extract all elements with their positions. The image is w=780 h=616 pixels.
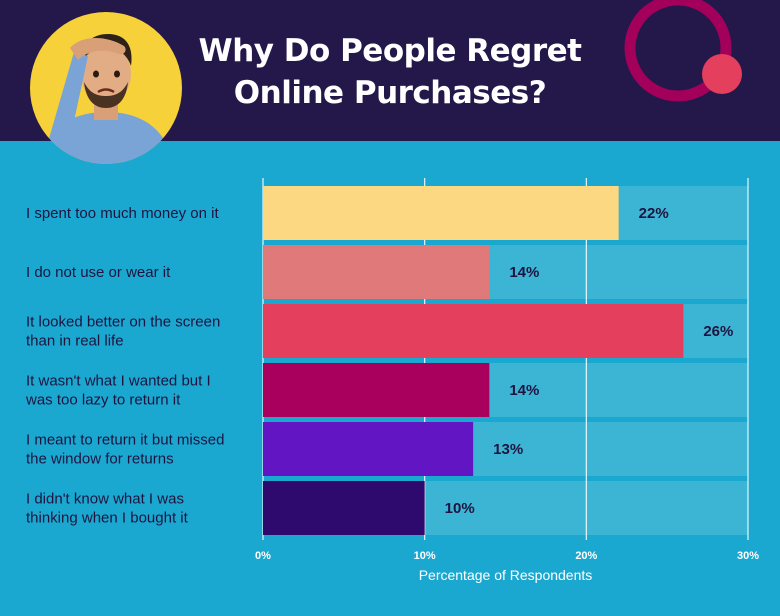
category-label: thinking when I bought it bbox=[26, 510, 189, 527]
x-tick-label: 10% bbox=[414, 550, 436, 562]
category-label: I spent too much money on it bbox=[26, 205, 219, 222]
bar-value-label: 22% bbox=[639, 205, 669, 222]
category-label: It looked better on the screen bbox=[26, 314, 220, 331]
ring-and-dot-decoration-icon bbox=[600, 0, 760, 130]
category-label: I meant to return it but missed bbox=[26, 432, 224, 449]
bar bbox=[263, 245, 490, 299]
x-tick-label: 0% bbox=[255, 550, 271, 562]
bar bbox=[263, 481, 425, 535]
category-label: It wasn't what I wanted but I bbox=[26, 373, 211, 390]
bar bbox=[263, 186, 619, 240]
bar bbox=[263, 363, 490, 417]
bar-value-label: 14% bbox=[509, 382, 539, 399]
page-title: Why Do People Regret Online Purchases? bbox=[150, 30, 630, 114]
category-label: the window for returns bbox=[26, 451, 174, 468]
title-line-2: Online Purchases? bbox=[233, 75, 547, 111]
bar-value-label: 26% bbox=[703, 323, 733, 340]
category-label: than in real life bbox=[26, 333, 124, 350]
bar-value-label: 13% bbox=[493, 441, 523, 458]
bar bbox=[263, 304, 684, 358]
x-axis-label: Percentage of Respondents bbox=[419, 567, 593, 583]
bar bbox=[263, 422, 474, 476]
bar-value-label: 14% bbox=[509, 264, 539, 281]
category-label: was too lazy to return it bbox=[25, 392, 181, 409]
frustrated-person-illustration-icon bbox=[30, 12, 182, 164]
bar-value-label: 10% bbox=[445, 500, 475, 517]
title-line-1: Why Do People Regret bbox=[198, 33, 582, 69]
category-label: I do not use or wear it bbox=[26, 264, 171, 281]
x-tick-label: 20% bbox=[575, 550, 597, 562]
category-label: I didn't know what I was bbox=[26, 491, 184, 508]
x-tick-label: 30% bbox=[737, 550, 759, 562]
